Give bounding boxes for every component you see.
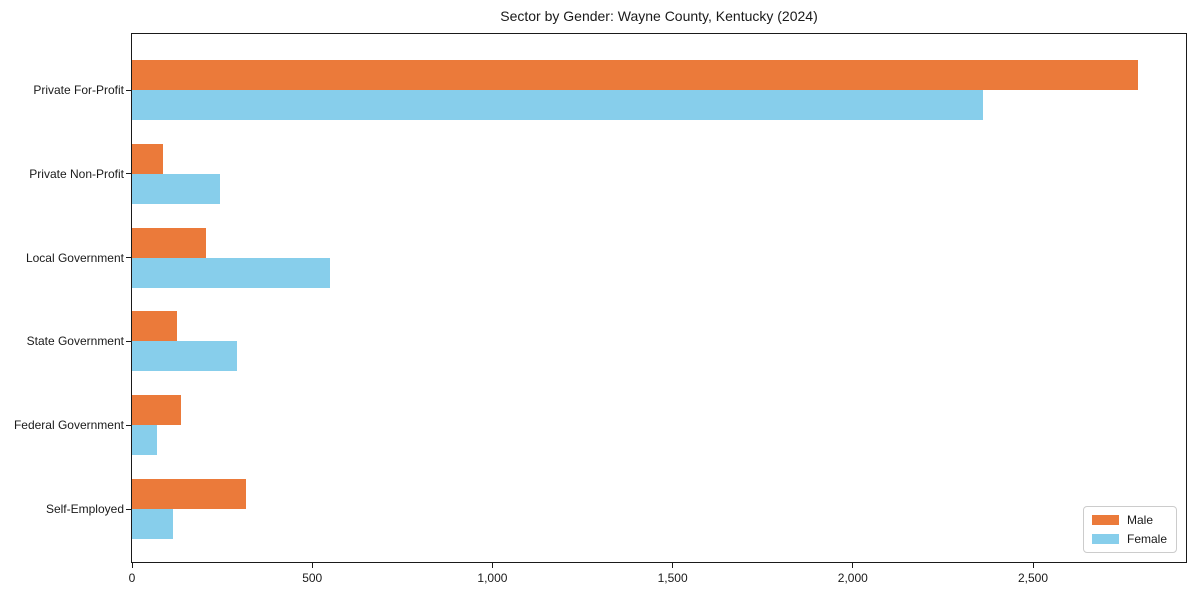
legend-item-male: Male bbox=[1091, 513, 1167, 527]
y-axis-label: Self-Employed bbox=[45, 502, 124, 516]
chart-title: Sector by Gender: Wayne County, Kentucky… bbox=[500, 8, 818, 24]
x-axis-tick-label: 0 bbox=[128, 571, 136, 585]
bar-male-private-non-profit bbox=[132, 143, 163, 174]
bar-male-state-government bbox=[132, 311, 178, 342]
bar-female-private-for-profit bbox=[132, 90, 983, 120]
legend-swatch-male-icon bbox=[1091, 515, 1119, 525]
x-tick-mark bbox=[311, 563, 313, 568]
legend-label-male: Male bbox=[1126, 513, 1153, 527]
y-axis-label: Local Government bbox=[25, 250, 124, 265]
bar-female-local-government bbox=[132, 257, 331, 288]
y-tick-mark bbox=[126, 257, 131, 259]
y-tick-mark bbox=[126, 89, 131, 91]
y-tick-mark bbox=[126, 173, 131, 175]
legend-item-female: Female bbox=[1091, 532, 1167, 546]
y-axis-label: State Government bbox=[26, 334, 124, 349]
x-tick-mark bbox=[852, 563, 854, 568]
x-axis-tick-label: 2,500 bbox=[1018, 571, 1049, 585]
plot-area: Male Female Private For-Profit Private No… bbox=[14, 33, 1187, 585]
y-axis-label: Private For-Profit bbox=[33, 83, 124, 97]
bar-female-self-employed bbox=[132, 509, 174, 539]
y-tick-mark bbox=[126, 508, 131, 510]
x-axis-tick-label: 1,500 bbox=[657, 571, 688, 585]
y-axis-label: Private Non-Profit bbox=[29, 166, 124, 181]
x-axis-tick-label: 1,000 bbox=[477, 571, 508, 585]
bar-female-state-government bbox=[132, 341, 237, 372]
x-tick-mark bbox=[672, 563, 674, 568]
legend-label-female: Female bbox=[1126, 532, 1167, 546]
bar-female-private-non-profit bbox=[132, 173, 221, 204]
x-tick-mark bbox=[491, 563, 493, 568]
bar-male-private-for-profit bbox=[132, 60, 1138, 90]
x-tick-mark bbox=[1032, 563, 1034, 568]
x-tick-mark bbox=[131, 563, 133, 568]
x-axis-tick-label: 500 bbox=[302, 571, 323, 585]
y-tick-mark bbox=[126, 340, 131, 342]
bar-male-self-employed bbox=[132, 479, 246, 509]
x-axis-tick-label: 2,000 bbox=[837, 571, 868, 585]
bar-male-federal-government bbox=[132, 395, 181, 426]
bar-male-local-government bbox=[132, 227, 206, 258]
y-axis-label: Federal Government bbox=[13, 418, 124, 433]
legend: Male Female bbox=[1082, 506, 1177, 553]
bar-female-federal-government bbox=[132, 425, 158, 456]
legend-swatch-female-icon bbox=[1091, 534, 1119, 544]
y-tick-mark bbox=[126, 424, 131, 426]
